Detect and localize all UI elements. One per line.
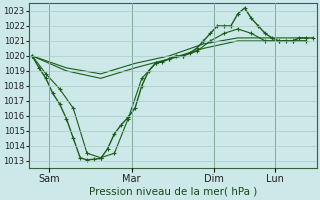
X-axis label: Pression niveau de la mer( hPa ): Pression niveau de la mer( hPa ) [89, 187, 257, 197]
